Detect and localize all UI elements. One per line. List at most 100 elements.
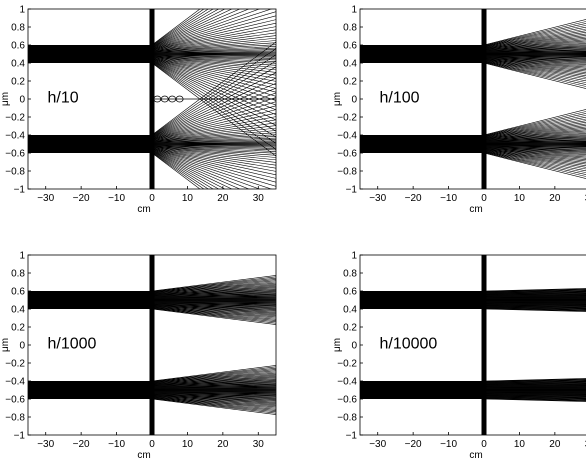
ray-trace bbox=[152, 151, 276, 215]
y-tick-label: −0.8 bbox=[337, 167, 357, 178]
y-axis-label: μm bbox=[332, 92, 343, 106]
y-tick-label: −0.4 bbox=[337, 131, 357, 142]
panel-annotation: h/10 bbox=[47, 90, 78, 107]
y-tick-label: −1 bbox=[346, 185, 358, 196]
y-tick-label: −0.6 bbox=[5, 149, 25, 160]
x-tick-label: −30 bbox=[369, 193, 386, 204]
ray-trace bbox=[484, 14, 586, 45]
x-tick-label: 20 bbox=[549, 439, 561, 450]
incoming-beam bbox=[360, 381, 484, 399]
y-tick-label: 0.8 bbox=[343, 269, 357, 280]
ray-trace bbox=[152, 59, 276, 85]
ray-trace bbox=[484, 63, 586, 94]
x-tick-label: −10 bbox=[440, 439, 457, 450]
aperture-wall bbox=[150, 255, 155, 435]
y-tick-label: −0.6 bbox=[337, 395, 357, 406]
y-tick-label: 0.2 bbox=[11, 323, 25, 334]
x-tick-label: −20 bbox=[73, 439, 90, 450]
y-tick-label: −0.8 bbox=[5, 167, 25, 178]
incoming-beam bbox=[28, 45, 152, 63]
plot-area bbox=[28, 0, 276, 246]
x-tick-label: −30 bbox=[37, 193, 54, 204]
incoming-beam bbox=[28, 381, 152, 399]
ray-trace bbox=[152, 33, 276, 50]
y-tick-label: 0.2 bbox=[343, 77, 357, 88]
x-tick-label: 0 bbox=[481, 193, 487, 204]
ray-trace bbox=[152, 123, 276, 140]
incoming-beam bbox=[28, 291, 152, 309]
x-axis-label: cm bbox=[137, 450, 150, 461]
x-tick-label: 0 bbox=[481, 439, 487, 450]
panel-annotation: h/10000 bbox=[379, 336, 437, 353]
incoming-beam bbox=[28, 135, 152, 153]
x-tick-label: 30 bbox=[253, 439, 265, 450]
y-tick-label: 1 bbox=[351, 5, 357, 16]
ray-trace bbox=[152, 149, 276, 175]
x-tick-label: 20 bbox=[217, 193, 229, 204]
aperture-wall bbox=[482, 255, 487, 435]
x-axis-label: cm bbox=[137, 204, 150, 215]
chart-panel: −30−20−10010203010.80.60.40.20−0.2−0.4−0… bbox=[332, 251, 586, 462]
x-tick-label: 30 bbox=[253, 193, 265, 204]
y-tick-label: −0.6 bbox=[337, 149, 357, 160]
y-tick-label: 0.8 bbox=[343, 23, 357, 34]
y-tick-label: −0.6 bbox=[5, 395, 25, 406]
x-tick-label: −30 bbox=[369, 439, 386, 450]
x-tick-label: −10 bbox=[108, 193, 125, 204]
ray-trace bbox=[152, 152, 276, 227]
y-tick-label: 0.6 bbox=[343, 287, 357, 298]
x-axis-label: cm bbox=[469, 450, 482, 461]
ray-trace bbox=[152, 23, 276, 49]
y-tick-label: −0.8 bbox=[5, 413, 25, 424]
y-tick-label: 0.4 bbox=[11, 59, 25, 70]
x-tick-label: −20 bbox=[405, 193, 422, 204]
ray-trace bbox=[152, 61, 276, 115]
ray-trace bbox=[152, 150, 276, 195]
y-tick-label: −0.2 bbox=[337, 113, 357, 124]
y-tick-label: −0.2 bbox=[5, 113, 25, 124]
y-tick-label: 1 bbox=[19, 5, 25, 16]
y-tick-label: 0.2 bbox=[343, 323, 357, 334]
y-tick-label: 0.8 bbox=[11, 23, 25, 34]
x-tick-label: −20 bbox=[405, 439, 422, 450]
y-axis-label: μm bbox=[0, 338, 11, 352]
y-tick-label: 0.8 bbox=[11, 269, 25, 280]
x-tick-label: −20 bbox=[73, 193, 90, 204]
y-tick-label: 0.6 bbox=[343, 41, 357, 52]
x-tick-label: 0 bbox=[149, 193, 155, 204]
ray-trace bbox=[152, 152, 276, 221]
y-axis-label: μm bbox=[332, 338, 343, 352]
y-tick-label: 0.6 bbox=[11, 287, 25, 298]
y-tick-label: 0.4 bbox=[343, 305, 357, 316]
y-tick-label: −0.2 bbox=[337, 359, 357, 370]
x-tick-label: 10 bbox=[514, 193, 526, 204]
y-tick-label: −0.4 bbox=[5, 131, 25, 142]
panel-annotation: h/1000 bbox=[47, 336, 96, 353]
y-tick-label: 0.2 bbox=[11, 77, 25, 88]
ray-trace bbox=[484, 153, 586, 184]
x-tick-label: 0 bbox=[149, 439, 155, 450]
chart-panel: −30−20−10010203010.80.60.40.20−0.2−0.4−0… bbox=[0, 251, 276, 462]
chart-panel: −30−20−10010203010.80.60.40.20−0.2−0.4−0… bbox=[332, 5, 586, 216]
aperture-wall bbox=[482, 9, 487, 189]
ray-trace bbox=[152, 113, 276, 139]
y-tick-label: 0.4 bbox=[343, 59, 357, 70]
x-tick-label: −30 bbox=[37, 439, 54, 450]
y-tick-label: 0 bbox=[19, 95, 25, 106]
y-tick-label: 0.4 bbox=[11, 305, 25, 316]
ray-trace bbox=[152, 61, 276, 125]
x-tick-label: −10 bbox=[108, 439, 125, 450]
panel-annotation: h/100 bbox=[379, 90, 419, 107]
y-tick-label: −1 bbox=[346, 431, 358, 442]
y-tick-label: 1 bbox=[19, 251, 25, 262]
ray-trace bbox=[152, 148, 276, 165]
y-axis-label: μm bbox=[0, 92, 11, 106]
x-tick-label: −10 bbox=[440, 193, 457, 204]
y-tick-label: 0 bbox=[19, 341, 25, 352]
y-tick-label: 0 bbox=[351, 95, 357, 106]
x-tick-label: 10 bbox=[182, 439, 194, 450]
incoming-beam bbox=[360, 291, 484, 309]
y-tick-label: −1 bbox=[14, 431, 26, 442]
y-tick-label: −0.8 bbox=[337, 413, 357, 424]
